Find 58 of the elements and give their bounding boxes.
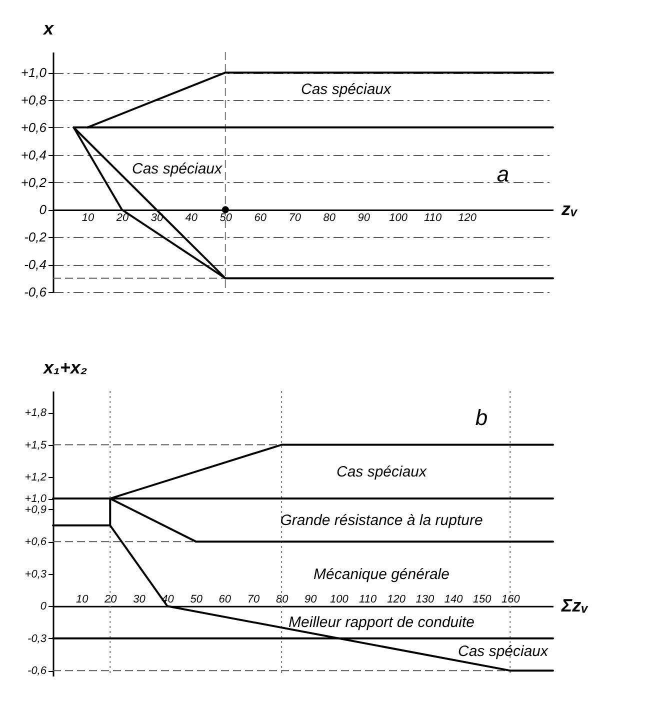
annotation: Cas spéciaux [132,160,223,178]
x-tick-label: 20 [104,594,118,606]
y-tick-label: -0,2 [24,230,48,245]
x-tick-label: 80 [323,212,336,224]
y-tick-label: +1,8 [24,407,48,420]
y-tick-label: +0,9 [24,504,46,516]
annotation: b [475,404,488,430]
x-tick-label: 100 [389,212,408,224]
annotation: Grande résistance à la rupture [280,512,483,530]
y-tick-label: 0 [39,202,48,218]
y-tick-label: +0,3 [24,568,48,580]
annotation: Cas spéciaux [336,464,428,481]
annotation: Cas spéciaux [300,80,392,98]
annotation: Meilleur rapport de conduite [288,614,474,632]
y-tick-label: +1,0 [20,65,48,80]
y-tick-label: +0,6 [24,536,48,548]
annotation: Mécanique générale [314,566,450,583]
x-tick-label: 60 [254,212,268,224]
x-tick-label: 160 [501,594,521,606]
x-tick-label: 20 [115,212,130,224]
x-tick-label: 50 [220,212,233,224]
y-axis-title: x₁+x₂ [42,358,88,378]
x-axis-title: zᵥ [560,199,578,220]
y-tick-label: +0,2 [20,174,48,190]
annotation: Cas spéciaux [458,643,549,660]
x-tick-label: 120 [387,594,406,606]
y-tick-label: +0,8 [20,92,48,108]
x-tick-label: 110 [359,594,378,606]
x-tick-label: 110 [424,212,442,224]
x-tick-label: 140 [444,594,464,606]
y-tick-label: +0,6 [20,120,48,135]
x-tick-label: 100 [330,594,350,606]
y-tick-label: -0,6 [24,284,48,300]
x-tick-label: 30 [133,594,146,606]
x-tick-label: 120 [458,212,478,224]
x-tick-label: 90 [304,594,318,606]
y-tick-label: +1,0 [24,493,48,506]
y-tick-label: +1,2 [24,472,46,484]
y-tick-label: -0,4 [24,257,46,272]
x-tick-label: 50 [190,594,204,606]
y-tick-label: 0 [40,600,48,613]
x-tick-label: 80 [276,594,290,606]
y-tick-label: -0,6 [28,665,48,678]
x-tick-label: 70 [247,594,260,606]
x-tick-label: 40 [185,212,198,224]
y-tick-label: +1,5 [24,439,48,452]
x-tick-label: 150 [472,594,492,606]
x-tick-label: 60 [218,594,232,606]
annotation: a [496,161,510,186]
y-tick-label: -0,3 [28,632,48,645]
x-tick-label: 90 [358,212,371,224]
x-axis-title: Σzᵥ [560,596,590,616]
x-tick-label: 70 [288,212,302,224]
y-axis-title: x [42,18,54,38]
y-tick-label: +0,4 [20,147,46,162]
x-tick-label: 10 [76,594,90,606]
x-tick-label: 10 [82,212,95,224]
x-tick-label: 130 [416,594,435,606]
